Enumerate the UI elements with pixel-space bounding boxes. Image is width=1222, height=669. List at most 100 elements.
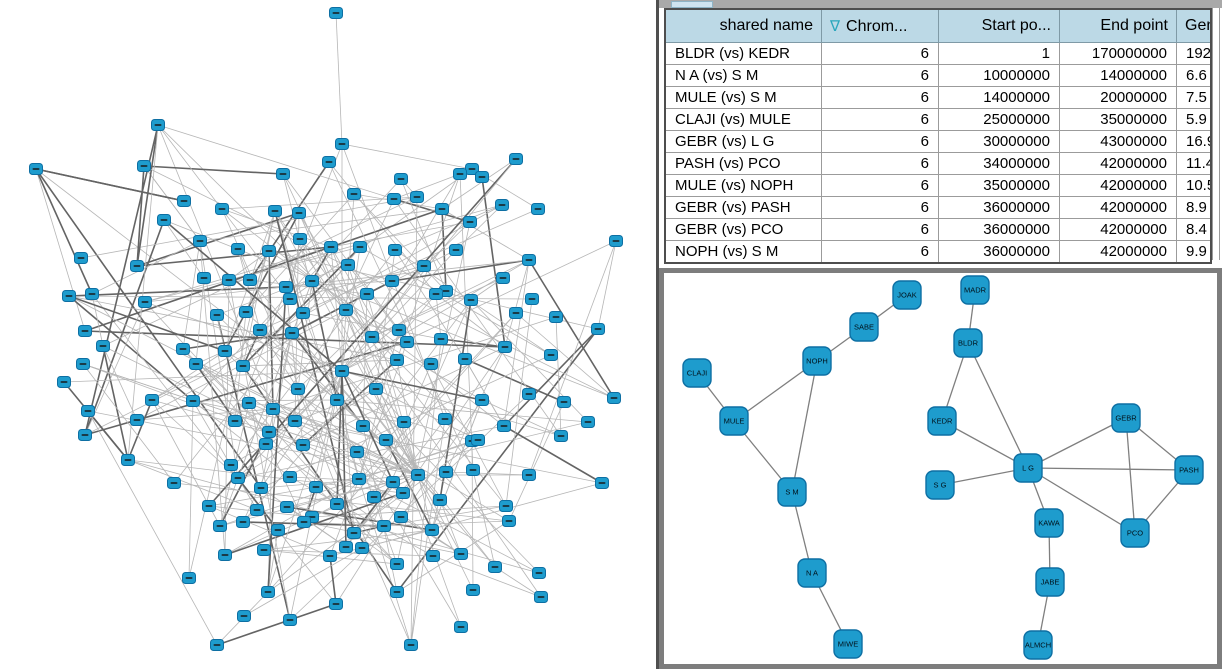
network-node-label: NOPH xyxy=(806,357,828,366)
network-node[interactable]: PASH xyxy=(1174,455,1204,485)
network-node-label: BLDR xyxy=(958,339,979,348)
network-edge xyxy=(373,496,462,555)
table-row[interactable]: CLAJI (vs) MULE 6 25000000 35000000 5.9 xyxy=(664,108,1212,131)
table-row[interactable]: N A (vs) S M 6 10000000 14000000 6.6 xyxy=(664,64,1212,87)
filter-icon[interactable]: ∇ xyxy=(830,17,841,35)
network-node-label xyxy=(457,553,465,555)
network-node-label xyxy=(413,196,421,198)
column-header-shared-name[interactable]: shared name xyxy=(664,8,822,43)
network-node-label xyxy=(501,346,509,348)
network-node-label xyxy=(242,311,250,313)
network-node-label xyxy=(286,619,294,621)
network-node-label xyxy=(196,240,204,242)
network-edge xyxy=(431,399,483,531)
network-node[interactable]: SABE xyxy=(849,312,879,342)
network-edge xyxy=(87,410,218,646)
detail-network-canvas[interactable]: JOAK SABE NOPH CLAJI MULE S M N A MIWE MADR BLDR K… xyxy=(664,273,1217,664)
column-header-label: Chrom... xyxy=(846,17,908,35)
network-node[interactable]: BLDR xyxy=(953,328,983,358)
network-node[interactable]: S G xyxy=(925,470,955,500)
network-node[interactable]: L G xyxy=(1013,453,1043,483)
table-cell: MULE (vs) S M xyxy=(664,86,822,109)
network-edge xyxy=(341,370,483,401)
network-edge xyxy=(192,399,338,402)
overview-network-canvas[interactable] xyxy=(0,0,656,669)
network-edge xyxy=(234,316,557,422)
network-node-label xyxy=(221,554,229,556)
network-node[interactable]: KAWA xyxy=(1034,508,1064,538)
network-node-label xyxy=(213,644,221,646)
network-edge xyxy=(182,240,201,350)
network-edge xyxy=(1027,417,1127,469)
network-edge xyxy=(245,250,270,313)
network-edge xyxy=(274,210,419,476)
network-node-label xyxy=(438,208,446,210)
table-cell: 6 xyxy=(821,218,939,241)
network-node[interactable]: JOAK xyxy=(892,280,922,310)
table-panel-tab[interactable] xyxy=(671,1,713,8)
column-header-end-point[interactable]: End point xyxy=(1059,8,1177,43)
network-edge xyxy=(330,246,419,476)
network-node-label xyxy=(269,408,277,410)
network-node[interactable]: ALMCH xyxy=(1023,630,1053,660)
network-node[interactable]: KEDR xyxy=(927,406,957,436)
network-edge xyxy=(272,408,387,441)
table-cell: 9.9 xyxy=(1176,240,1212,264)
network-node-label xyxy=(79,363,87,365)
network-node-label xyxy=(397,516,405,518)
network-edge xyxy=(267,286,287,593)
network-node[interactable]: NOPH xyxy=(802,346,832,376)
network-node[interactable]: MULE xyxy=(719,406,749,436)
network-node-label xyxy=(282,286,290,288)
network-node-label xyxy=(358,547,366,549)
column-header-start-position[interactable]: Start po... xyxy=(938,8,1060,43)
network-node-shape xyxy=(1035,567,1065,597)
table-row[interactable]: GEBR (vs) PASH 6 36000000 42000000 8.9 xyxy=(664,196,1212,219)
network-node[interactable]: MIWE xyxy=(833,629,863,659)
network-node-label xyxy=(221,350,229,352)
network-edge xyxy=(315,486,398,565)
network-node-label xyxy=(205,505,213,507)
network-node[interactable]: S M xyxy=(777,477,807,507)
network-node-label xyxy=(294,388,302,390)
table-scrollbar-track[interactable] xyxy=(1212,8,1220,260)
network-edge xyxy=(336,399,419,476)
table-cell: 6 xyxy=(821,240,939,264)
table-row[interactable]: NOPH (vs) S M 6 36000000 42000000 9.9 xyxy=(664,240,1212,264)
network-node[interactable]: CLAJI xyxy=(682,358,712,388)
table-cell: 42000000 xyxy=(1059,218,1177,241)
column-header-chromosome[interactable]: ∇ Chrom... xyxy=(821,8,939,43)
column-header-genetic[interactable]: Genetic... xyxy=(1176,8,1212,43)
network-edge xyxy=(341,143,473,170)
network-node-label: ALMCH xyxy=(1025,641,1051,650)
network-node[interactable]: JABE xyxy=(1035,567,1065,597)
network-node[interactable]: MADR xyxy=(960,275,990,305)
network-node-shape xyxy=(802,346,832,376)
table-cell: 6 xyxy=(821,130,939,153)
network-node-label: JOAK xyxy=(897,291,917,300)
network-node-label xyxy=(436,499,444,501)
network-node[interactable]: PCO xyxy=(1120,518,1150,548)
network-node-label xyxy=(240,615,248,617)
network-edge xyxy=(439,499,462,555)
network-node-label xyxy=(420,265,428,267)
network-node-label xyxy=(84,410,92,412)
network-node-label xyxy=(505,520,513,522)
network-node[interactable]: GEBR xyxy=(1111,403,1141,433)
network-node-label xyxy=(260,549,268,551)
network-edge xyxy=(373,363,432,498)
network-edge xyxy=(237,248,261,331)
table-row[interactable]: MULE (vs) S M 6 14000000 20000000 7.5 xyxy=(664,86,1212,109)
table-row[interactable]: GEBR (vs) PCO 6 36000000 42000000 8.4 xyxy=(664,218,1212,241)
network-node-label xyxy=(353,451,361,453)
network-edge xyxy=(440,338,506,348)
network-edge xyxy=(221,208,332,248)
network-node-label xyxy=(525,474,533,476)
network-node[interactable]: N A xyxy=(797,558,827,588)
network-node-label xyxy=(140,165,148,167)
network-node-label xyxy=(133,419,141,421)
